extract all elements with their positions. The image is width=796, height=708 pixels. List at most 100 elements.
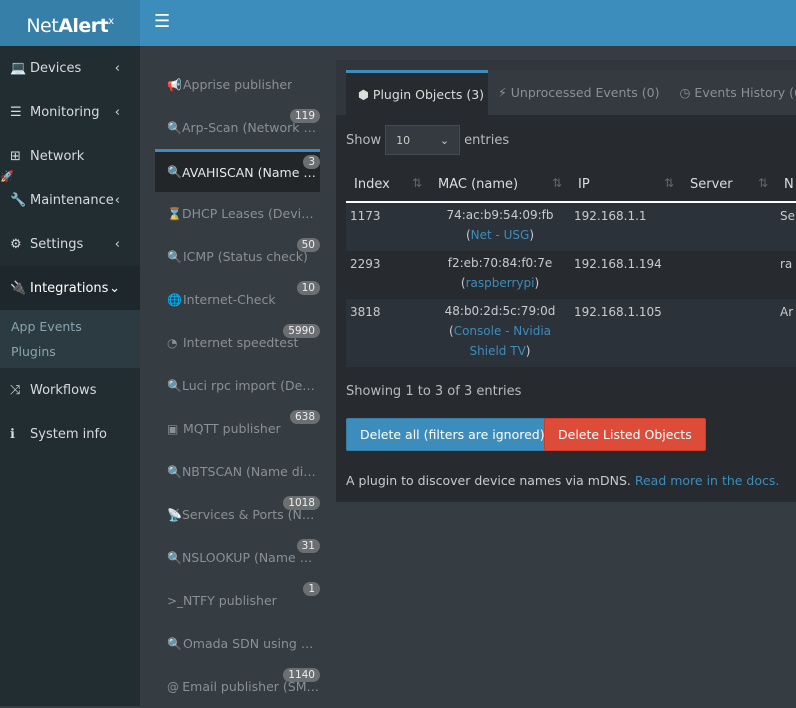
plugin-item[interactable]: @Email publisher (SMTP)1140 bbox=[155, 665, 320, 708]
sidebar-item-devices[interactable]: 💻Devices‹ bbox=[0, 46, 140, 90]
search-icon: 🔍 bbox=[167, 121, 182, 135]
plugin-item[interactable]: 🔍NBTSCAN (Name discovery) bbox=[155, 450, 320, 493]
plugin-label: AVAHISCAN (Name discovery) bbox=[182, 165, 320, 180]
plugin-item[interactable]: 🔍Omada SDN using API bbox=[155, 622, 320, 665]
count-badge: 5990 bbox=[283, 324, 320, 338]
column-header[interactable]: IP⇅ bbox=[570, 167, 682, 202]
submenu-item[interactable]: App Events bbox=[0, 314, 140, 339]
header-label: Index bbox=[354, 177, 390, 192]
ip-cell: 192.168.1.194 bbox=[570, 251, 682, 299]
server-cell bbox=[682, 299, 776, 367]
plugin-description: A plugin to discover device names via mD… bbox=[346, 473, 779, 488]
sidebar-item-maintenance[interactable]: 🔧Maintenance‹ bbox=[0, 178, 140, 222]
device-link[interactable]: Net - USG bbox=[471, 228, 530, 242]
mac-cell: f2:eb:70:84:f0:7e(raspberrypi) bbox=[430, 251, 570, 299]
app-logo[interactable]: NetAlertx bbox=[0, 0, 140, 46]
plugin-item[interactable]: ⌛DHCP Leases (Device import) bbox=[155, 192, 320, 235]
count-badge: 1018 bbox=[283, 496, 320, 510]
plugin-label: NBTSCAN (Name discovery) bbox=[182, 464, 320, 479]
sidebar-item-integrations[interactable]: 🔌Integrations⌄ bbox=[0, 266, 140, 310]
submenu-item[interactable]: Plugins bbox=[0, 339, 140, 364]
bullhorn-icon: 📢 bbox=[167, 78, 183, 92]
mac-cell: 48:b0:2d:5c:79:0d(Console - Nvidia Shiel… bbox=[430, 299, 570, 367]
header-label: N bbox=[784, 177, 794, 192]
plugin-label: NSLOOKUP (Name discovery) bbox=[182, 550, 320, 565]
sidebar-item-label: Devices bbox=[30, 61, 81, 76]
docs-link[interactable]: Read more in the docs. bbox=[635, 473, 780, 488]
count-badge: 10 bbox=[297, 281, 320, 295]
tab-2[interactable]: ◷Events History (6) bbox=[670, 70, 796, 115]
delete-all-button[interactable]: Delete all (filters are ignored) bbox=[346, 418, 559, 451]
name-cell: ra bbox=[776, 251, 796, 299]
plugin-label: NTFY publisher bbox=[183, 593, 277, 608]
column-header[interactable]: N bbox=[776, 167, 796, 202]
sidebar-item-label: Workflows bbox=[30, 383, 96, 398]
plugin-panel: ⬢Plugin Objects (3) ⚡ Unprocessed Events (… bbox=[336, 60, 796, 502]
tab-label: Unprocessed Events (0) bbox=[511, 85, 660, 100]
name-cell: Se bbox=[776, 202, 796, 251]
ip-cell: 192.168.1.1 bbox=[570, 202, 682, 251]
count-badge: 119 bbox=[290, 109, 320, 123]
clock-icon: ◷ bbox=[680, 85, 691, 100]
plugin-label: Luci rpc import (Device import) bbox=[182, 378, 320, 393]
column-header[interactable]: Server⇅ bbox=[682, 167, 776, 202]
sidebar-item-workflows[interactable]: ⤨Workflows bbox=[0, 368, 140, 412]
sidebar: 💻Devices‹☰Monitoring‹⊞Network🔧Maintenanc… bbox=[0, 46, 140, 706]
sort-icon: ⇅ bbox=[552, 176, 562, 190]
mac-cell: 74:ac:b9:54:09:fb(Net - USG) bbox=[430, 202, 570, 251]
mac-value: f2:eb:70:84:f0:7e bbox=[448, 256, 553, 270]
header-label: MAC (name) bbox=[438, 177, 518, 192]
plugin-item[interactable]: 🔍NSLOOKUP (Name discovery)31 bbox=[155, 536, 320, 579]
entries-label: entries bbox=[464, 133, 509, 148]
plugin-item[interactable]: 🔍Luci rpc import (Device import) bbox=[155, 364, 320, 407]
plugin-item[interactable]: 🔍ICMP (Status check)50 bbox=[155, 235, 320, 278]
table-info: Showing 1 to 3 of 3 entries bbox=[346, 384, 521, 399]
plugin-label: Internet-Check bbox=[183, 292, 276, 307]
search-icon: 🔍 bbox=[167, 465, 182, 479]
chevron-left-icon: ‹ bbox=[115, 105, 120, 120]
chevron-down-icon: ⌄ bbox=[440, 134, 449, 147]
sidebar-item-network[interactable]: ⊞Network bbox=[0, 134, 140, 178]
tab-0[interactable]: ⬢Plugin Objects (3) bbox=[346, 70, 488, 115]
sidebar-item-monitoring[interactable]: ☰Monitoring‹ bbox=[0, 90, 140, 134]
count-badge: 31 bbox=[297, 539, 320, 553]
column-header[interactable]: MAC (name) ⇅ bbox=[430, 167, 570, 202]
plugin-item[interactable]: 📢Apprise publisher bbox=[155, 63, 320, 106]
plugin-item[interactable]: 📡Services & Ports (Nmap)1018 bbox=[155, 493, 320, 536]
device-link[interactable]: raspberrypi bbox=[466, 276, 535, 290]
sidebar-item-label: Settings bbox=[30, 237, 83, 252]
hourglass-icon: ⌛ bbox=[167, 207, 182, 221]
search-icon: 🔍 bbox=[167, 551, 182, 565]
delete-listed-button[interactable]: Delete Listed Objects bbox=[544, 418, 706, 451]
tab-label: Events History (6) bbox=[694, 85, 796, 100]
laptop-icon: 💻 bbox=[10, 61, 30, 76]
sitemap-icon: ⊞ bbox=[10, 149, 30, 164]
sidebar-item-settings[interactable]: ⚙Settings‹ bbox=[0, 222, 140, 266]
plugin-item[interactable]: 🔍AVAHISCAN (Name discovery)3 bbox=[155, 149, 320, 192]
menu-toggle-icon[interactable]: ☰ bbox=[154, 11, 170, 32]
search-icon: 🔍 bbox=[167, 165, 182, 179]
header-label: IP bbox=[578, 177, 590, 192]
logo-sup: x bbox=[108, 16, 113, 27]
length-control: Show 10⌄ entries bbox=[346, 125, 509, 155]
device-link[interactable]: Console - Nvidia Shield TV bbox=[454, 324, 551, 358]
plugin-list: 📢Apprise publisher🔍Arp-Scan (Network sca… bbox=[155, 63, 320, 708]
bolt-icon: ⚡ bbox=[498, 85, 507, 100]
plugin-label: Internet speedtest bbox=[183, 335, 298, 350]
entries-select[interactable]: 10⌄ bbox=[385, 125, 460, 155]
server-cell bbox=[682, 202, 776, 251]
chevron-down-icon: ⌄ bbox=[109, 281, 120, 296]
search-icon: 🔍 bbox=[167, 379, 182, 393]
column-header[interactable]: Index⇅ bbox=[346, 167, 430, 202]
tab-1[interactable]: ⚡ Unprocessed Events (0) bbox=[488, 70, 670, 115]
count-badge: 50 bbox=[297, 238, 320, 252]
plugin-item[interactable]: 🔍Arp-Scan (Network scan)119 bbox=[155, 106, 320, 149]
